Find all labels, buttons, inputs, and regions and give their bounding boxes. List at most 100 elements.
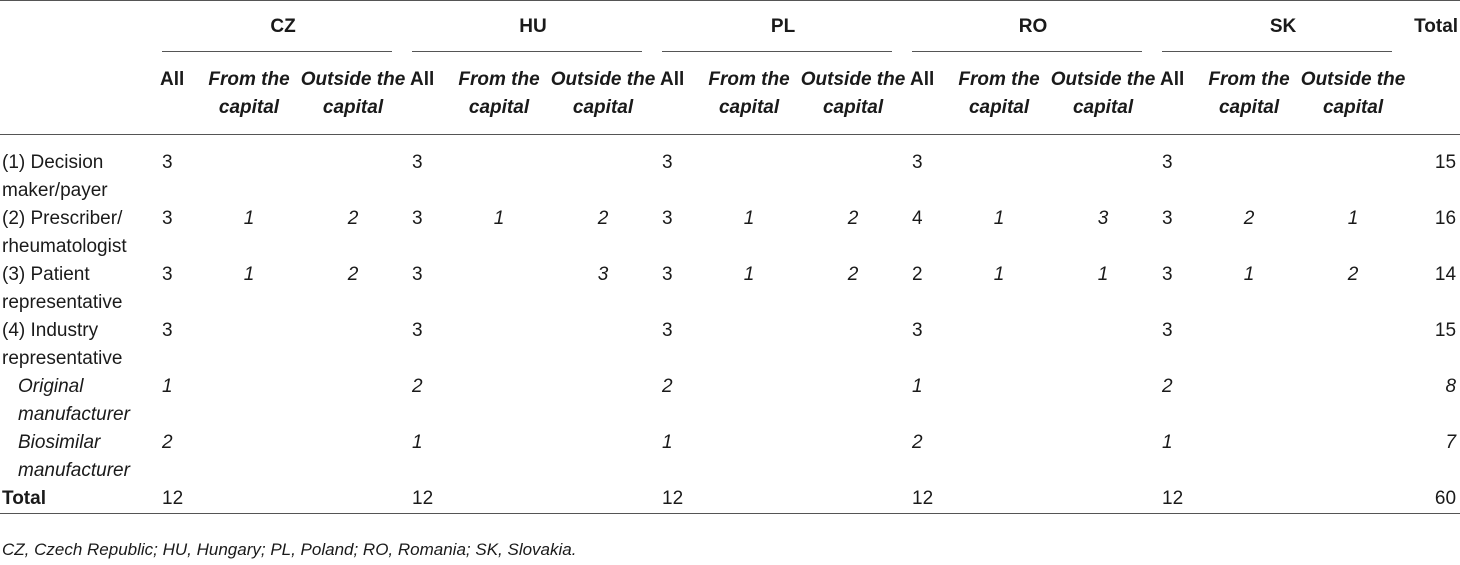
cell-total: 16 <box>1434 208 1457 229</box>
cell-all: 12 <box>408 485 451 514</box>
cell-from <box>700 485 799 514</box>
cell-outside: 1 <box>1347 208 1359 229</box>
cell-all: 3 <box>162 152 173 173</box>
sub-header-total-spacer <box>1408 53 1460 135</box>
cell-outside: 3 <box>1097 208 1109 229</box>
cell-all: 12 <box>1158 485 1201 514</box>
cell-all: 3 <box>412 208 423 229</box>
country-header-ro: RO <box>908 1 1158 52</box>
table-row: Biosimilar manufacturer 2 1 1 2 1 7 <box>0 429 1460 485</box>
country-header-sk: SK <box>1158 1 1408 52</box>
cell-all: 2 <box>912 264 923 285</box>
cell-outside: 2 <box>347 264 359 285</box>
sub-header-all: All <box>158 53 200 135</box>
row-label: (3) Patient representative <box>2 264 123 313</box>
cell-all: 3 <box>412 264 423 285</box>
cell-from <box>450 261 548 317</box>
table-header: CZ HU PL RO SK Total <box>0 0 1460 135</box>
cell-from <box>1200 429 1298 485</box>
cell-outside <box>1298 429 1408 485</box>
cell-all: 12 <box>158 485 200 514</box>
cell-from <box>1200 373 1298 429</box>
sub-header-from-capital: From the capital <box>1200 53 1299 135</box>
sub-header-outside-capital: Outside the capital <box>1048 53 1159 135</box>
cell-all: 3 <box>412 320 423 341</box>
cell-outside <box>798 429 908 485</box>
cell-from <box>1200 135 1298 206</box>
table-row: (2) Prescriber/ rheumatologist 3 1 2 3 1 2 3 1 2 4… <box>0 205 1460 261</box>
cell-from <box>200 429 298 485</box>
country-underline-row <box>0 51 1460 53</box>
cell-total: 60 <box>1408 485 1460 514</box>
cell-all: 3 <box>912 320 923 341</box>
cell-all: 3 <box>1162 208 1173 229</box>
row-label: Original manufacturer <box>18 376 130 425</box>
sub-header-all: All <box>658 53 701 135</box>
cell-all: 3 <box>1162 152 1173 173</box>
table-row: (1) Decision maker/payer 3 3 3 3 3 15 <box>0 135 1460 206</box>
cell-outside <box>548 135 658 206</box>
row-label: (4) Industry representative <box>2 320 123 369</box>
cell-all: 1 <box>412 432 423 453</box>
cell-outside: 2 <box>597 208 609 229</box>
cell-all: 4 <box>912 208 923 229</box>
cell-from <box>950 317 1048 373</box>
country-label: SK <box>1269 16 1297 37</box>
cell-all: 3 <box>162 264 173 285</box>
cell-from <box>200 317 298 373</box>
row-label: (1) Decision maker/payer <box>2 152 108 201</box>
cell-all: 2 <box>662 376 673 397</box>
table-row: (4) Industry representative 3 3 3 3 3 15 <box>0 317 1460 373</box>
cell-all: 3 <box>662 320 673 341</box>
country-header-row: CZ HU PL RO SK Total <box>0 0 1460 52</box>
cell-outside: 2 <box>347 208 359 229</box>
sub-header-outside-capital: Outside the capital <box>798 53 909 135</box>
data-table-wrapper: CZ HU PL RO SK Total <box>0 0 1460 514</box>
cell-outside <box>548 429 658 485</box>
sub-header-all: All <box>908 53 951 135</box>
cell-all: 3 <box>412 152 423 173</box>
cell-all: 1 <box>912 376 923 397</box>
cell-from <box>450 429 548 485</box>
cell-all: 3 <box>1162 264 1173 285</box>
cell-outside <box>298 135 408 206</box>
cell-all: 2 <box>912 432 923 453</box>
cell-from <box>1200 317 1298 373</box>
cell-outside <box>1298 373 1408 429</box>
cell-from <box>450 373 548 429</box>
cell-total: 15 <box>1434 320 1457 341</box>
cell-outside <box>798 135 908 206</box>
cell-all: 1 <box>662 432 673 453</box>
cell-all: 3 <box>162 208 173 229</box>
table-row: Original manufacturer 1 2 2 1 2 8 <box>0 373 1460 429</box>
cell-all: 1 <box>162 376 173 397</box>
cell-all: 2 <box>1162 376 1173 397</box>
table-body: (1) Decision maker/payer 3 3 3 3 3 15 (2) Presc… <box>0 135 1460 514</box>
cell-outside <box>1048 373 1158 429</box>
country-header-cz: CZ <box>158 1 408 52</box>
cell-from <box>950 373 1048 429</box>
table-footnote: CZ, Czech Republic; HU, Hungary; PL, Pol… <box>2 540 577 559</box>
cell-outside <box>798 317 908 373</box>
sub-header-outside-capital: Outside the capital <box>548 53 659 135</box>
cell-from <box>700 317 798 373</box>
row-label: (2) Prescriber/ rheumatologist <box>2 208 127 257</box>
cell-from: 1 <box>1243 264 1255 285</box>
sub-header-row: All From the capital Outside the capital Al… <box>0 53 1460 135</box>
cell-from: 1 <box>993 264 1005 285</box>
cell-outside <box>1048 429 1158 485</box>
sub-header-from-capital: From the capital <box>700 53 799 135</box>
cell-from <box>450 317 548 373</box>
cell-outside <box>1298 485 1409 514</box>
cell-from: 1 <box>993 208 1005 229</box>
cell-outside <box>1048 135 1158 206</box>
cell-all: 3 <box>912 152 923 173</box>
table-row: Total 12 12 12 12 12 60 <box>0 485 1460 514</box>
cell-from <box>1200 485 1299 514</box>
cell-outside: 2 <box>847 208 859 229</box>
sub-header-all: All <box>408 53 451 135</box>
cell-from <box>200 135 298 206</box>
cell-from: 2 <box>1243 208 1255 229</box>
cell-outside: 3 <box>597 264 609 285</box>
cell-outside <box>798 373 908 429</box>
